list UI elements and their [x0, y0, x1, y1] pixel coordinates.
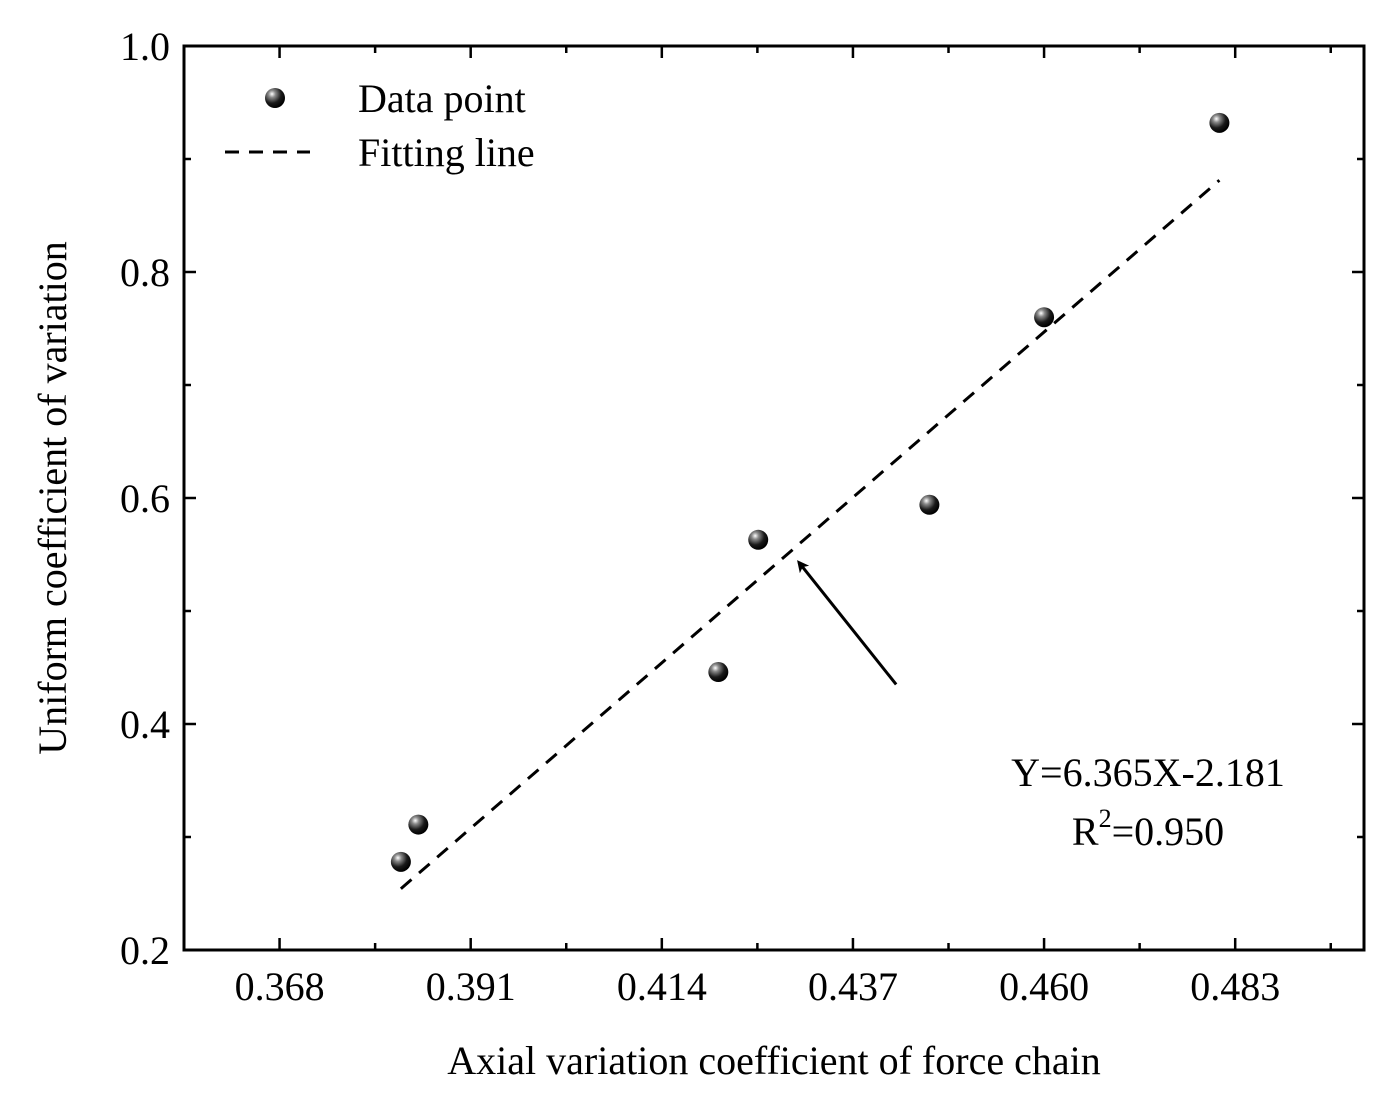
annotation-arrow [797, 560, 898, 686]
data-point [1034, 307, 1055, 328]
y-tick-label: 0.6 [120, 476, 170, 521]
data-point [1209, 112, 1230, 133]
data-point [919, 494, 940, 515]
x-axis-label: Axial variation coefficient of force cha… [447, 1038, 1100, 1083]
legend: Data point Fitting line [225, 76, 535, 175]
data-points [390, 112, 1230, 872]
x-tick-label: 0.391 [426, 964, 516, 1009]
fitting-line [399, 179, 1221, 890]
data-point [708, 662, 729, 683]
legend-label-data-point: Data point [358, 76, 526, 121]
y-tick-label: 0.2 [120, 928, 170, 973]
x-tick-label: 0.460 [999, 964, 1089, 1009]
y-axis-label: Uniform coefficient of variation [30, 241, 75, 755]
legend-marker-data-point [265, 88, 285, 108]
y-tick-label: 1.0 [120, 24, 170, 69]
y-tick-label: 0.4 [120, 702, 170, 747]
y-tick-labels: 0.2 0.4 0.6 0.8 1.0 [120, 24, 170, 973]
y-tick-label: 0.8 [120, 250, 170, 295]
equation-label: Y=6.365X-2.181 [1011, 750, 1285, 795]
data-point [408, 814, 429, 835]
legend-label-fitting-line: Fitting line [358, 130, 535, 175]
data-point [390, 851, 411, 872]
axis-ticks [182, 44, 1364, 952]
x-tick-labels: 0.368 0.391 0.414 0.437 0.460 0.483 [235, 964, 1281, 1009]
x-tick-label: 0.368 [235, 964, 325, 1009]
r-squared-label: R2=0.950 [1072, 804, 1224, 854]
x-tick-label: 0.414 [617, 964, 707, 1009]
data-point [748, 529, 769, 550]
x-tick-label: 0.437 [808, 964, 898, 1009]
x-tick-label: 0.483 [1190, 964, 1280, 1009]
